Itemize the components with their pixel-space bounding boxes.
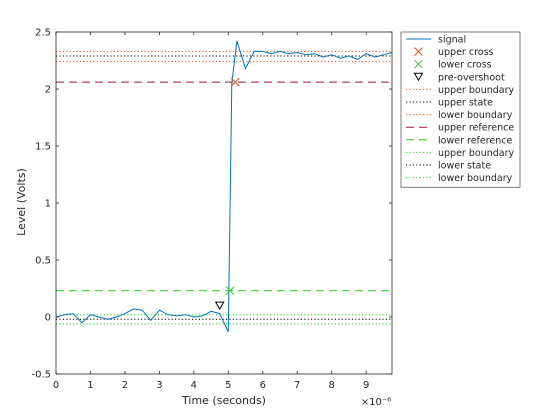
x-tick-label: 3 (156, 380, 162, 391)
y-tick-label: 2 (45, 85, 51, 96)
y-tick-label: 0 (45, 313, 51, 324)
legend-label: upper boundary (438, 148, 514, 159)
lower-cross-marker (225, 286, 235, 296)
plot-area (56, 32, 392, 374)
legend-label: lower boundary (438, 173, 513, 184)
lower-cross-marker-stroke-b (225, 286, 235, 296)
legend-label: upper state (438, 98, 493, 109)
legend-entry: upper state (406, 98, 493, 109)
legend-label: upper reference (438, 123, 514, 134)
plot-content (56, 40, 392, 333)
x-tick-label: 2 (122, 380, 128, 391)
signal-line (56, 40, 392, 333)
upper-cross-marker (230, 77, 240, 87)
legend-entry: upper boundary (406, 85, 514, 96)
legend-entry: upper reference (406, 123, 514, 134)
legend-swatch-stroke-b (414, 47, 423, 56)
legend-entry: upper cross (414, 47, 494, 58)
x-tick-label: 5 (225, 380, 231, 391)
legend-entry: lower state (406, 161, 491, 172)
y-tick-label: 1.5 (35, 142, 51, 153)
x-tick-label: 4 (191, 380, 197, 391)
legend-swatch (414, 59, 423, 69)
legend-swatch (413, 72, 424, 82)
legend-label: lower reference (438, 135, 513, 146)
x-tick-label: 8 (329, 380, 335, 391)
legend-swatch-stroke-b (414, 59, 423, 69)
x-tick-label: 0 (53, 380, 59, 391)
legend-label: upper boundary (438, 85, 514, 96)
y-axis-label: Level (Volts) (15, 168, 28, 236)
legend-box (400, 31, 521, 188)
upper-cross-marker-stroke-b (230, 77, 240, 87)
legend-swatch (414, 47, 423, 56)
y-tick-label: 2.5 (35, 28, 51, 39)
axes: 0 1 2 3 4 5 6 7 8 9-0.500.511.522.5 (31, 28, 393, 391)
legend-entry: pre-overshoot (413, 72, 505, 83)
y-tick-label: 1 (45, 199, 51, 210)
legend-label: signal (438, 35, 466, 46)
legend-entry: signal (406, 35, 466, 46)
x-tick-label: 9 (363, 380, 369, 391)
legend-label: lower cross (438, 60, 492, 71)
legend-entry: upper boundary (406, 148, 514, 159)
y-tick-label: 0.5 (35, 256, 51, 267)
legend-label: pre-overshoot (438, 72, 505, 83)
plot-background (56, 32, 392, 374)
x-axis-label: Time (seconds) (181, 394, 266, 407)
x-axis-exponent: ×10⁻⁶ (361, 397, 391, 408)
legend-entry: lower boundary (406, 173, 513, 184)
pre-overshoot-marker (214, 301, 225, 311)
legend-entry: lower cross (414, 59, 492, 71)
legend-label: lower state (438, 161, 491, 172)
legend-label: upper cross (438, 47, 494, 58)
x-tick-label: 7 (294, 380, 300, 391)
x-tick-label: 1 (87, 380, 93, 391)
legend-entry: lower boundary (406, 110, 513, 121)
y-tick-label: -0.5 (31, 370, 51, 381)
legend-entry: lower reference (406, 135, 513, 146)
x-tick-label: 6 (260, 380, 266, 391)
legend-label: lower boundary (438, 110, 513, 121)
